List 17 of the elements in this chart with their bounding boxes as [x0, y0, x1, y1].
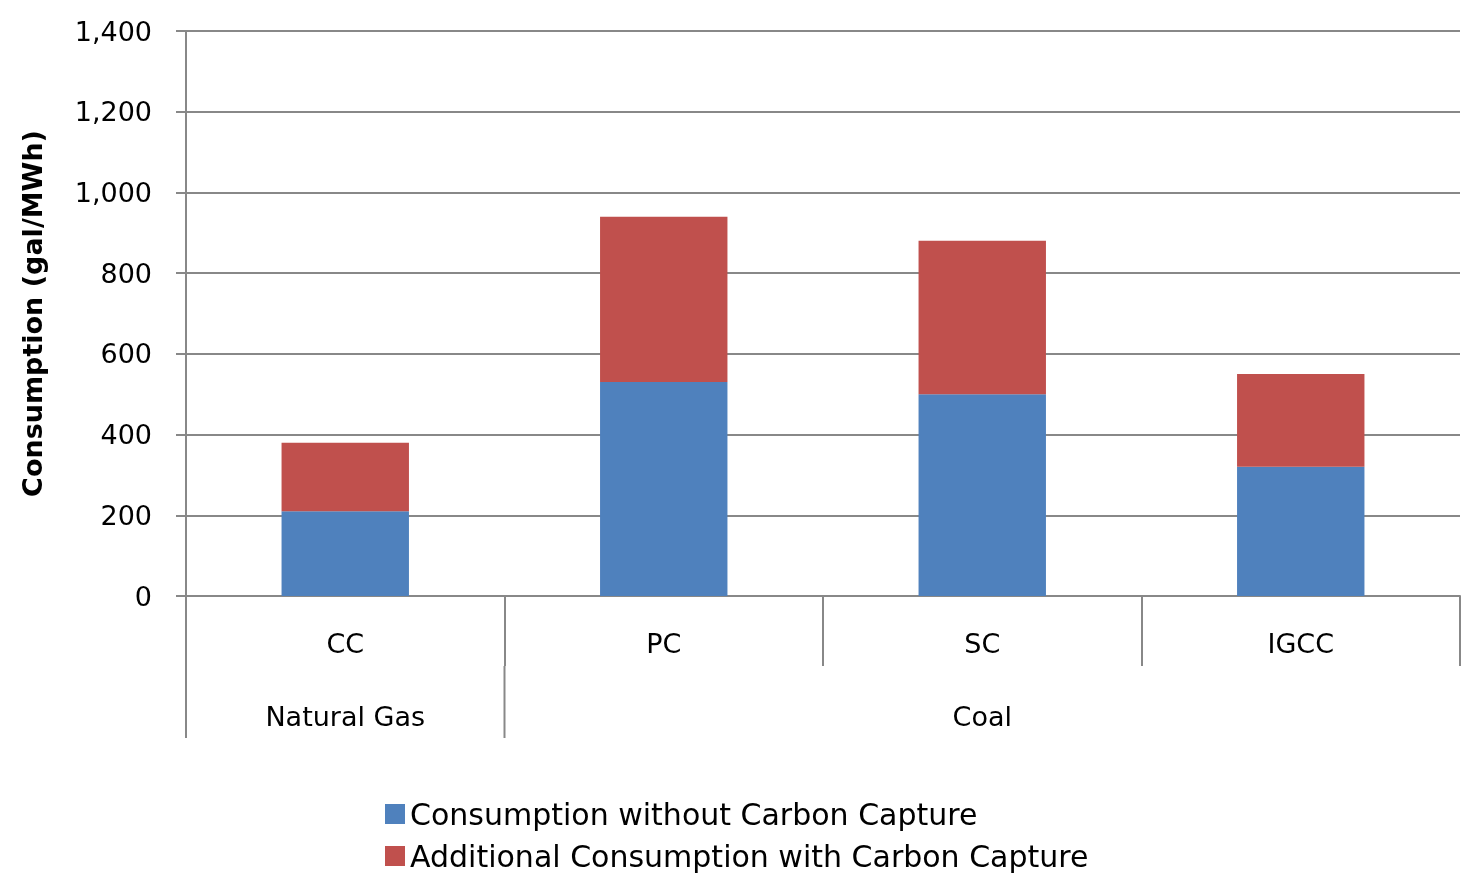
y-tick-label: 1,000	[74, 176, 152, 208]
y-axis-title: Consumption (gal/MWh)	[17, 130, 48, 497]
y-tick-label: 400	[100, 419, 152, 451]
x-tick-label: CC	[326, 628, 365, 659]
y-tick-label: 1,400	[74, 15, 152, 47]
y-tick-label: 1,200	[74, 96, 152, 128]
y-tick-label: 0	[134, 580, 152, 612]
y-tick-label: 200	[100, 499, 152, 531]
y-tick-label: 800	[100, 257, 152, 289]
text: Natural Gas	[265, 700, 426, 732]
x-tick-label: IGCC	[1267, 628, 1335, 659]
y-tick-label: 600	[100, 338, 152, 370]
x-tick-label: PC	[646, 628, 682, 659]
legend-label: Consumption without Carbon Capture	[410, 796, 978, 832]
legend-label: Additional Consumption with Carbon Capture	[410, 838, 1089, 874]
text: Coal	[952, 700, 1012, 732]
x-tick-label: SC	[964, 628, 1001, 659]
